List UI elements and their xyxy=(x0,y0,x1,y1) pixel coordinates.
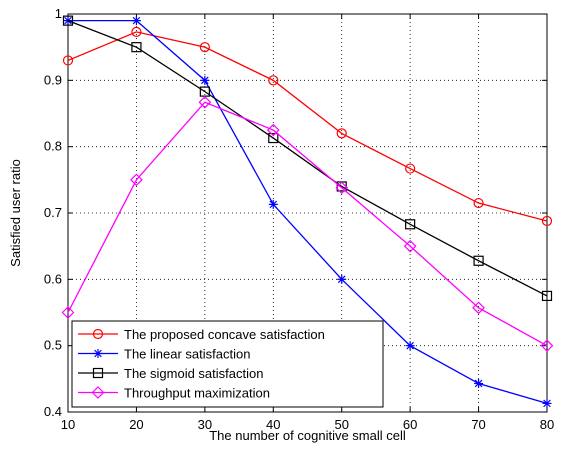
y-tick-label: 0.6 xyxy=(44,271,62,286)
y-tick-label: 0.8 xyxy=(44,139,62,154)
legend-label: Throughput maximization xyxy=(124,386,270,401)
data-point-marker xyxy=(269,200,278,209)
x-tick-label: 20 xyxy=(129,417,143,432)
data-point-marker xyxy=(474,379,483,388)
legend-label: The proposed concave satisfaction xyxy=(124,327,325,342)
y-axis-label: Satisfied user ratio xyxy=(8,159,23,267)
data-point-marker xyxy=(200,76,209,85)
y-tick-label: 0.4 xyxy=(44,404,62,419)
data-point-marker xyxy=(543,399,552,408)
y-tick-label: 1 xyxy=(55,6,62,21)
legend-marker xyxy=(94,349,103,358)
data-point-marker xyxy=(337,275,346,284)
x-tick-label: 10 xyxy=(61,417,75,432)
y-tick-label: 0.9 xyxy=(44,72,62,87)
y-tick-label: 0.7 xyxy=(44,205,62,220)
legend-label: The sigmoid satisfaction xyxy=(124,366,263,381)
x-axis-label: The number of cognitive small cell xyxy=(209,428,406,443)
y-tick-label: 0.5 xyxy=(44,338,62,353)
data-point-marker xyxy=(406,341,415,350)
series-line xyxy=(68,32,547,221)
legend-label: The linear satisfaction xyxy=(124,347,250,362)
x-tick-label: 80 xyxy=(540,417,554,432)
x-tick-label: 70 xyxy=(471,417,485,432)
series-3 xyxy=(63,97,553,351)
legend: The proposed concave satisfaction The lin… xyxy=(72,321,383,407)
data-point-marker xyxy=(132,16,141,25)
